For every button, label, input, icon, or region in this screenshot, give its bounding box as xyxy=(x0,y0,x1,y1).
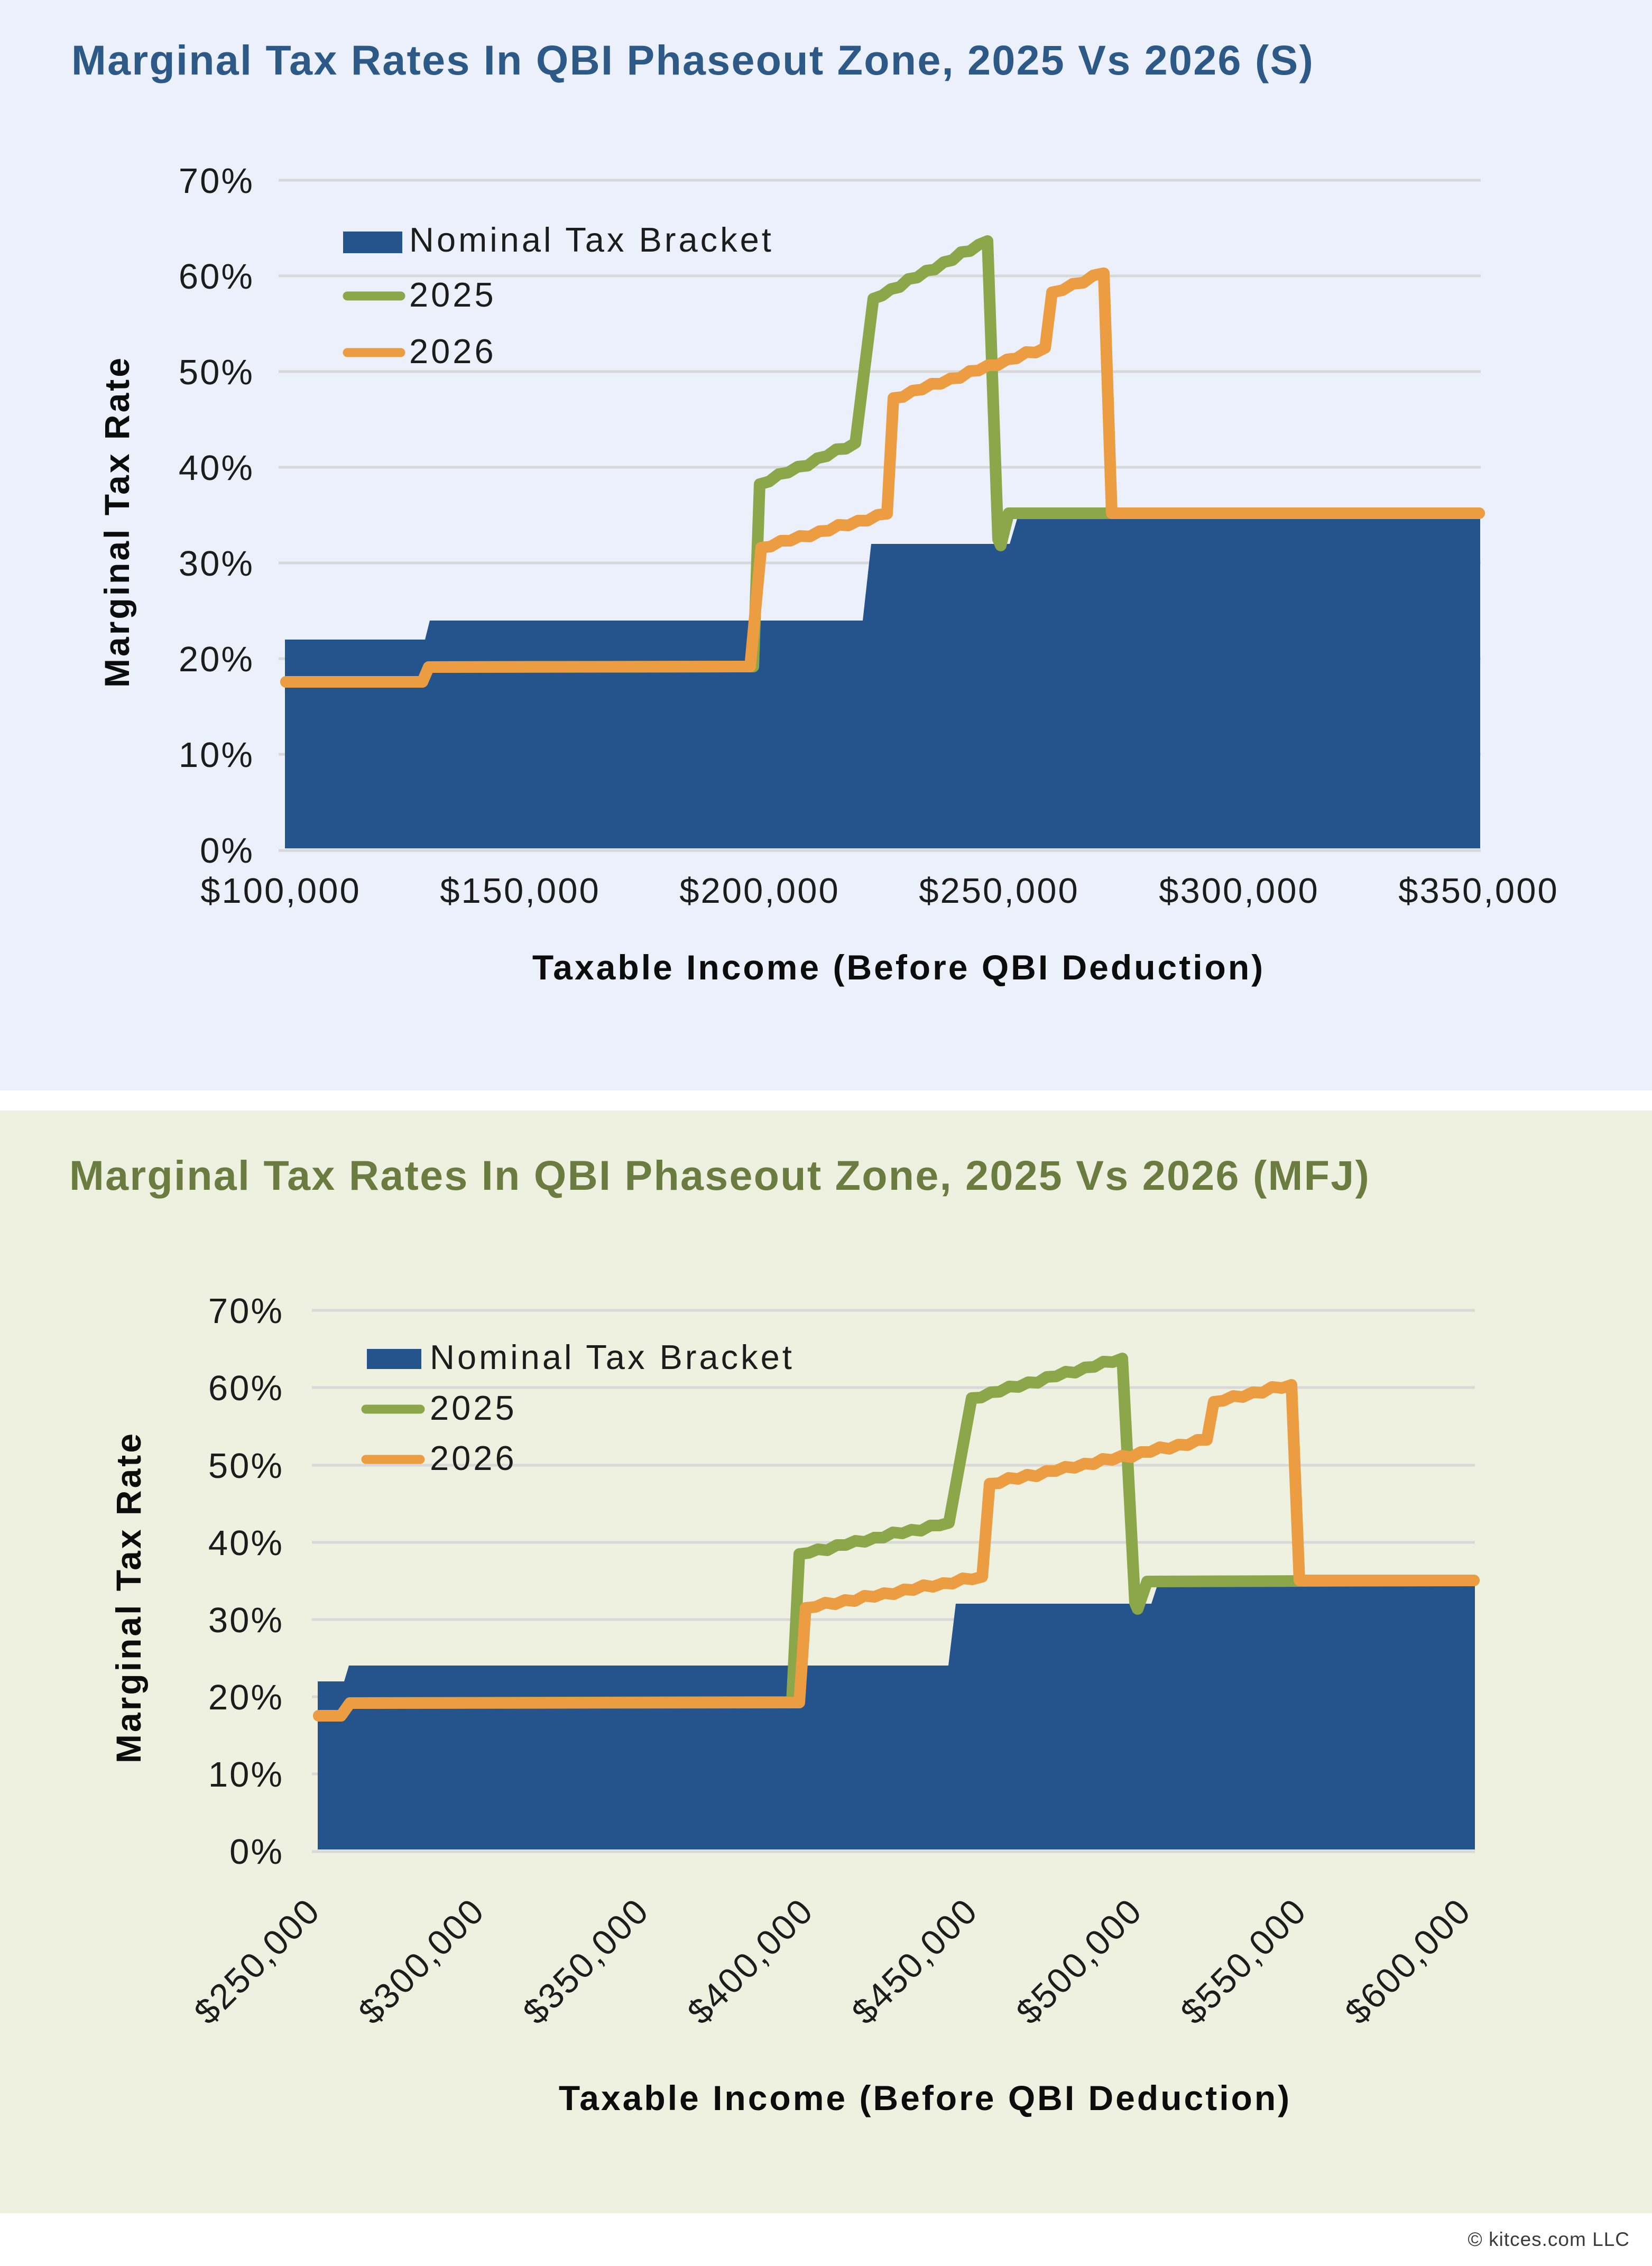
svg-text:Nominal Tax Bracket: Nominal Tax Bracket xyxy=(430,1338,795,1376)
svg-text:60%: 60% xyxy=(179,257,254,297)
svg-text:2026: 2026 xyxy=(430,1439,517,1477)
svg-text:Marginal Tax Rates In QBI Phas: Marginal Tax Rates In QBI Phaseout Zone,… xyxy=(69,1152,1370,1199)
svg-text:Marginal Tax Rate: Marginal Tax Rate xyxy=(109,1431,148,1763)
svg-text:20%: 20% xyxy=(208,1678,284,1717)
svg-text:Nominal Tax Bracket: Nominal Tax Bracket xyxy=(409,220,774,259)
svg-text:Marginal Tax Rate: Marginal Tax Rate xyxy=(97,356,136,688)
svg-text:2025: 2025 xyxy=(409,275,496,314)
svg-text:50%: 50% xyxy=(208,1446,284,1486)
svg-text:2026: 2026 xyxy=(409,332,496,371)
svg-text:50%: 50% xyxy=(179,353,254,392)
svg-text:70%: 70% xyxy=(208,1291,284,1331)
svg-text:0%: 0% xyxy=(229,1832,284,1872)
svg-text:70%: 70% xyxy=(179,161,254,201)
svg-text:60%: 60% xyxy=(208,1368,284,1408)
svg-text:10%: 10% xyxy=(208,1755,284,1795)
svg-text:$350,000: $350,000 xyxy=(1398,871,1558,911)
svg-text:Taxable Income (Before QBI Ded: Taxable Income (Before QBI Deduction) xyxy=(559,2078,1291,2117)
svg-text:© kitces.com LLC: © kitces.com LLC xyxy=(1468,2228,1630,2250)
svg-text:30%: 30% xyxy=(179,544,254,584)
svg-text:20%: 20% xyxy=(179,640,254,679)
svg-text:0%: 0% xyxy=(200,831,254,871)
svg-text:Marginal Tax Rates In QBI Phas: Marginal Tax Rates In QBI Phaseout Zone,… xyxy=(71,36,1314,84)
svg-text:$150,000: $150,000 xyxy=(440,871,600,911)
svg-text:40%: 40% xyxy=(208,1523,284,1563)
svg-text:$200,000: $200,000 xyxy=(679,871,839,911)
svg-text:40%: 40% xyxy=(179,448,254,488)
svg-text:10%: 10% xyxy=(179,735,254,775)
svg-text:$100,000: $100,000 xyxy=(200,871,361,911)
svg-text:30%: 30% xyxy=(208,1601,284,1640)
svg-text:$250,000: $250,000 xyxy=(919,871,1079,911)
svg-text:$300,000: $300,000 xyxy=(1159,871,1319,911)
svg-text:2025: 2025 xyxy=(430,1389,517,1427)
svg-text:Taxable Income (Before QBI Ded: Taxable Income (Before QBI Deduction) xyxy=(532,948,1265,987)
